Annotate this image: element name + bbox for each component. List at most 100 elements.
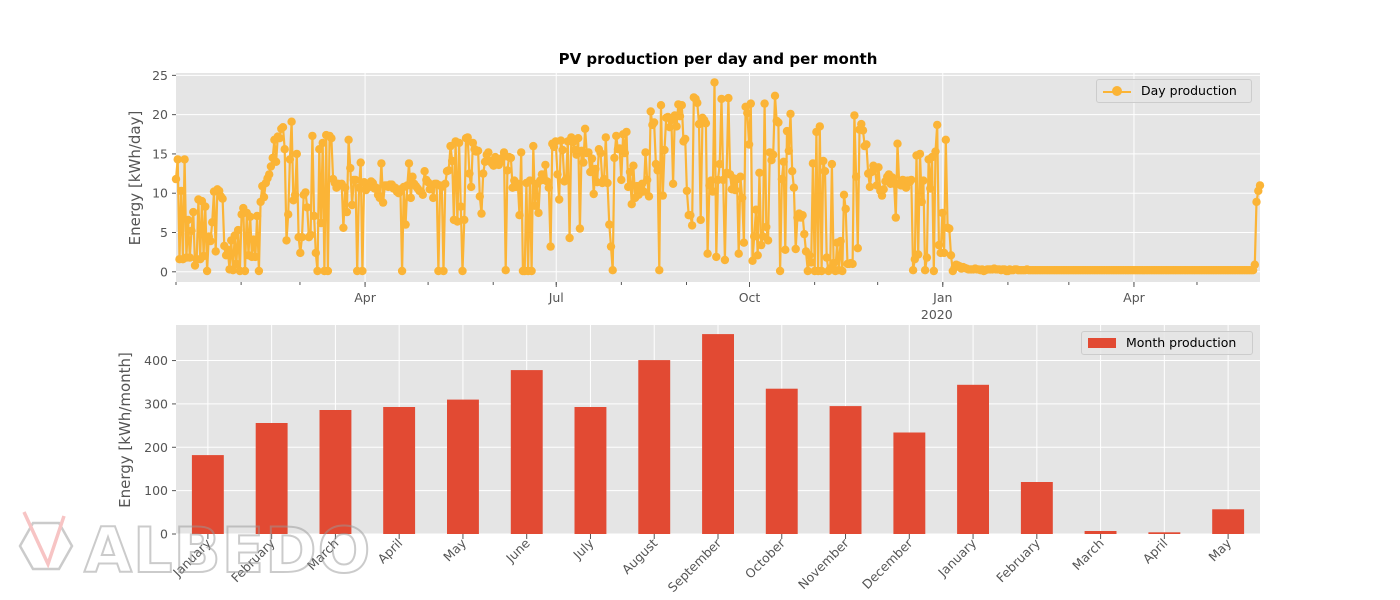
day-production-point xyxy=(822,253,831,262)
day-production-point xyxy=(710,78,719,87)
day-production-point xyxy=(706,176,716,185)
day-production-point xyxy=(744,140,754,149)
day-production-point xyxy=(719,175,728,185)
day-production-point xyxy=(189,207,198,217)
day-production-point xyxy=(201,202,210,211)
day-production-point xyxy=(874,163,883,172)
day-production-point xyxy=(820,167,830,176)
day-production-point xyxy=(351,175,360,185)
month-production-bar xyxy=(574,407,607,534)
day-production-point xyxy=(850,111,859,120)
month-y-tick-label: 0 xyxy=(160,527,168,542)
day-production-point xyxy=(791,244,800,254)
day-production-point xyxy=(303,203,312,212)
day-production-point xyxy=(287,117,296,126)
day-production-point xyxy=(686,211,695,220)
watermark-text: ALBEDO xyxy=(84,514,371,582)
day-production-point xyxy=(323,266,333,276)
day-production-point xyxy=(327,134,336,143)
day-production-point xyxy=(712,252,721,262)
day-production-point xyxy=(259,192,269,202)
day-y-axis-label: Energy [kWh/day] xyxy=(126,111,144,246)
day-production-point xyxy=(284,210,293,219)
day-production-point xyxy=(819,156,828,166)
day-production-point xyxy=(515,211,524,220)
day-production-point xyxy=(542,177,552,186)
day-production-point xyxy=(306,230,315,240)
day-production-point xyxy=(919,176,928,185)
day-production-point xyxy=(484,148,493,157)
day-production-point xyxy=(546,242,555,251)
day-production-point xyxy=(473,146,483,155)
day-x-tick-label: Jul xyxy=(548,290,564,305)
day-production-point xyxy=(653,166,662,175)
day-production-point xyxy=(458,266,467,276)
day-production-point xyxy=(734,249,743,258)
day-production-point xyxy=(477,209,486,218)
day-production-point xyxy=(311,248,320,258)
day-production-point xyxy=(800,229,809,239)
month-production-bar xyxy=(383,407,416,534)
day-production-point xyxy=(358,266,367,276)
day-production-point xyxy=(848,259,857,269)
day-production-point xyxy=(624,182,633,192)
day-production-point xyxy=(344,135,353,144)
day-production-point xyxy=(708,187,717,196)
albedo-watermark: ALBEDO xyxy=(18,511,371,582)
day-production-point xyxy=(354,183,364,192)
day-production-point xyxy=(171,174,181,184)
day-production-point xyxy=(753,251,762,260)
day-production-point xyxy=(656,101,666,110)
month-x-tick-label: May xyxy=(440,535,469,564)
day-production-point xyxy=(606,242,616,251)
day-production-point xyxy=(441,179,450,188)
day-production-point xyxy=(378,198,388,207)
month-y-tick-label: 300 xyxy=(144,396,168,411)
day-production-point xyxy=(316,218,326,228)
day-production-point xyxy=(808,159,818,168)
day-production-point xyxy=(939,248,949,258)
day-production-point xyxy=(926,184,935,193)
day-production-point xyxy=(297,233,307,242)
day-production-point xyxy=(644,192,654,201)
day-production-point xyxy=(751,205,761,214)
day-production-point xyxy=(223,245,232,254)
day-production-point xyxy=(941,135,950,144)
month-x-tick-label: September xyxy=(665,535,725,595)
day-production-point xyxy=(530,201,540,210)
day-production-point xyxy=(672,122,681,131)
day-production-point xyxy=(724,93,733,103)
day-production-point xyxy=(682,186,692,196)
day-production-point xyxy=(608,266,617,275)
month-x-tick-label: March xyxy=(1069,536,1107,574)
day-production-point xyxy=(945,224,954,233)
day-production-point xyxy=(275,134,284,143)
day-production-point xyxy=(397,266,407,276)
day-production-point xyxy=(625,167,635,177)
day-production-point xyxy=(527,266,536,276)
day-production-point xyxy=(601,133,610,142)
month-production-bar xyxy=(702,334,734,534)
day-production-point xyxy=(649,118,659,127)
day-production-point xyxy=(561,174,571,184)
month-x-tick-label: May xyxy=(1205,535,1234,564)
month-legend-label: Month production xyxy=(1126,335,1237,350)
day-y-tick-label: 5 xyxy=(160,225,168,240)
day-production-point xyxy=(280,145,289,154)
day-production-point xyxy=(851,172,861,181)
day-production-point xyxy=(574,134,583,143)
day-production-point xyxy=(339,223,348,232)
day-x-tick-label: Oct xyxy=(739,290,761,305)
month-production-bar xyxy=(1148,532,1181,534)
day-production-point xyxy=(1255,181,1265,190)
day-production-point xyxy=(915,149,925,159)
day-production-point xyxy=(372,183,381,192)
day-production-point xyxy=(553,170,562,179)
day-production-point xyxy=(187,226,196,236)
day-production-point xyxy=(687,221,697,230)
day-production-point xyxy=(206,236,215,246)
day-production-point xyxy=(589,189,598,199)
month-x-tick-label: December xyxy=(859,535,916,592)
day-production-point xyxy=(736,172,745,181)
day-production-point xyxy=(556,136,566,145)
